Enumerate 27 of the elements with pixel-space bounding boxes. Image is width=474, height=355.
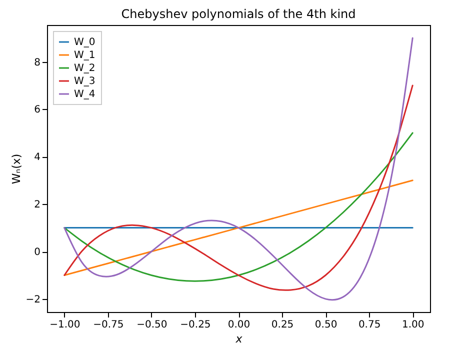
line-series bbox=[64, 37, 414, 301]
y-tick-label: 0 bbox=[34, 247, 40, 258]
legend-label: W_0 bbox=[74, 37, 96, 48]
y-axis-title: Wₙ(x) bbox=[10, 154, 23, 184]
y-tick-label: −2 bbox=[26, 294, 40, 306]
line-series bbox=[64, 180, 414, 276]
x-tick-label: −0.25 bbox=[180, 320, 211, 330]
y-tick-label: 4 bbox=[34, 152, 40, 164]
x-tick-label: 0.25 bbox=[271, 320, 294, 330]
legend-label: W_1 bbox=[74, 50, 96, 61]
legend-label: W_4 bbox=[74, 89, 96, 100]
x-tick-label: 0.00 bbox=[228, 320, 250, 330]
x-tick-label: 1.00 bbox=[402, 320, 424, 330]
line-series bbox=[64, 84, 414, 291]
legend-label: W_2 bbox=[74, 63, 96, 74]
x-axis-title: x bbox=[234, 332, 243, 346]
line-series bbox=[64, 132, 414, 282]
x-tick-label: 0.75 bbox=[358, 320, 381, 330]
x-tick-label: −0.75 bbox=[93, 320, 124, 330]
x-tick-label: 0.50 bbox=[314, 320, 338, 330]
y-tick-label: 6 bbox=[34, 104, 40, 116]
y-tick-label: 2 bbox=[34, 200, 40, 211]
legend-label: W_3 bbox=[74, 76, 96, 87]
chart-title: Chebyshev polynomials of the 4th kind bbox=[121, 7, 356, 21]
x-tick-label: −0.50 bbox=[136, 320, 168, 330]
y-tick-label: 8 bbox=[34, 57, 40, 68]
x-tick-label: −1.00 bbox=[50, 320, 80, 330]
